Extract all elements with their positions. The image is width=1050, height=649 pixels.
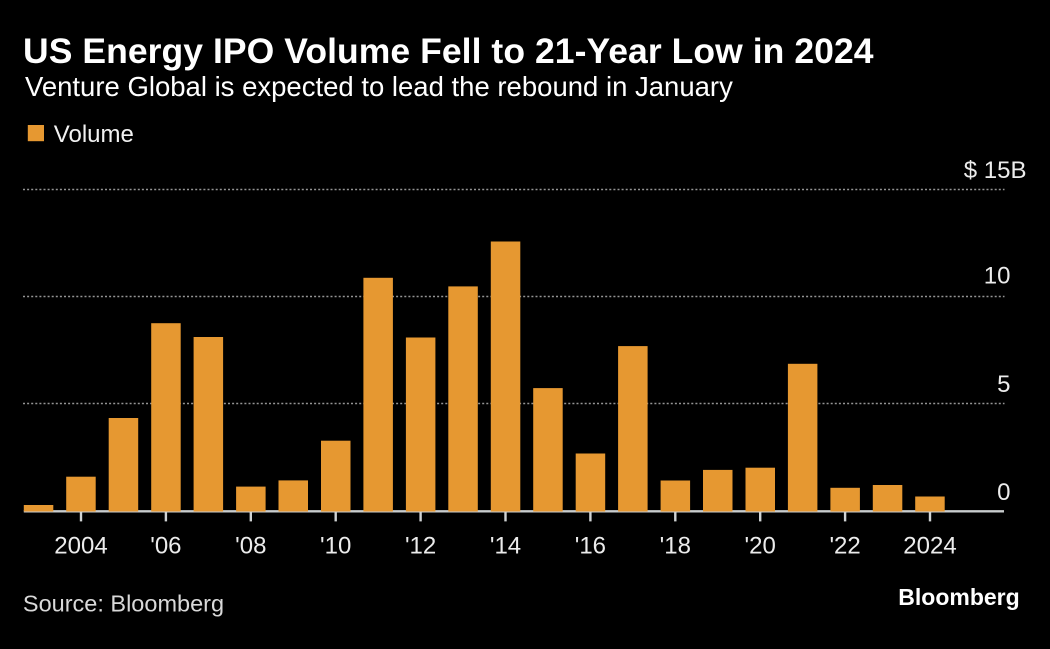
svg-text:10: 10 [984, 263, 1011, 290]
svg-text:'16: '16 [575, 533, 606, 560]
svg-text:2004: 2004 [54, 533, 107, 560]
svg-text:'08: '08 [235, 533, 266, 560]
svg-text:Venture Global is expected to: Venture Global is expected to lead the r… [25, 71, 733, 102]
svg-text:'06: '06 [150, 533, 181, 560]
svg-text:5: 5 [997, 371, 1010, 398]
svg-text:US Energy IPO Volume Fell to 2: US Energy IPO Volume Fell to 21-Year Low… [23, 31, 874, 71]
svg-text:'18: '18 [660, 533, 691, 560]
svg-text:'20: '20 [745, 533, 776, 560]
svg-text:Source: Bloomberg: Source: Bloomberg [23, 591, 224, 617]
svg-text:$ 15B: $ 15B [964, 157, 1027, 184]
svg-text:2024: 2024 [903, 533, 956, 560]
svg-text:0: 0 [997, 479, 1010, 506]
svg-text:'12: '12 [405, 533, 436, 560]
svg-text:Bloomberg: Bloomberg [898, 584, 1019, 610]
svg-text:Volume: Volume [54, 121, 134, 148]
svg-text:'22: '22 [829, 533, 860, 560]
svg-text:'10: '10 [320, 533, 351, 560]
svg-text:'14: '14 [490, 533, 521, 560]
